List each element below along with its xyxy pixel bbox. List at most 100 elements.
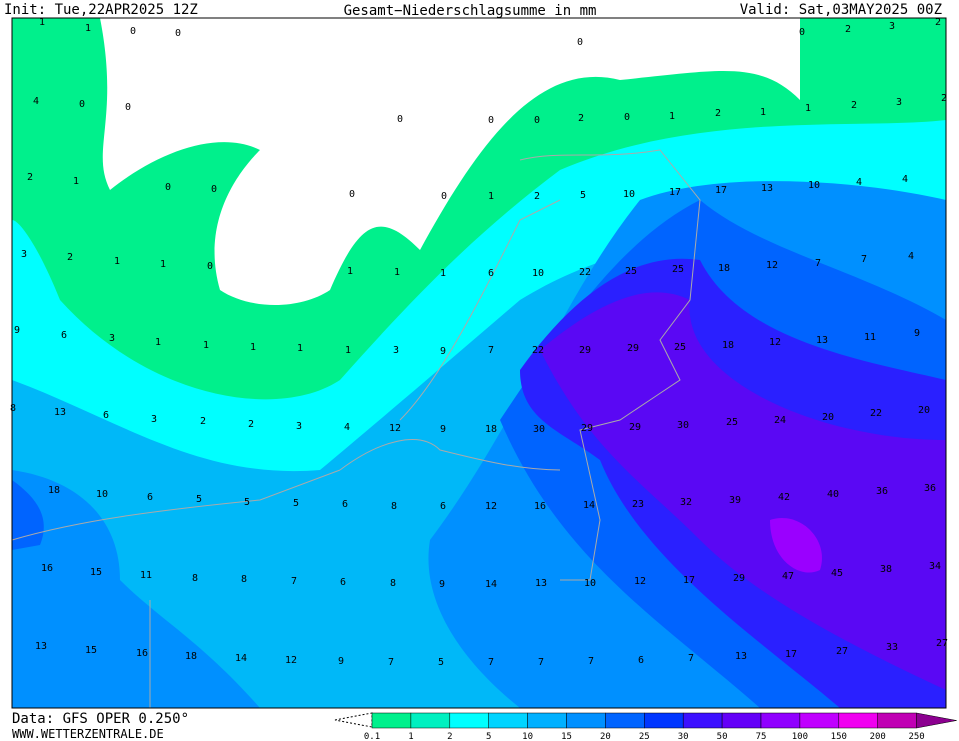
grid-value: 2 [941,93,947,104]
legend-swatch [682,712,723,729]
grid-value: 25 [726,417,738,428]
legend-swatch [838,712,878,729]
grid-value: 20 [918,405,930,416]
legend-label: 100 [792,732,808,741]
grid-value: 4 [902,174,908,185]
grid-value: 40 [827,489,839,500]
init-time: Init: Tue,22APR2025 12Z [4,2,198,18]
grid-value: 0 [175,28,181,39]
grid-values: 11 0 000 2 3 24 0 00 0 0 2 0 1 2 1 1 2 3 22 10 0 0 0 1 2 5 10 17 17 1… [10,17,948,668]
grid-value: 2 [67,252,73,263]
grid-value: 9 [914,328,920,339]
grid-value: 0 [397,114,403,125]
grid-value: 10 [584,578,596,589]
grid-value: 0 [624,112,630,123]
grid-value: 17 [785,649,797,660]
grid-value: 29 [629,422,641,433]
grid-value: 36 [924,483,936,494]
grid-value: 30 [677,420,689,431]
grid-value: 17 [715,185,727,196]
grid-value: 15 [85,645,97,656]
grid-value: 12 [285,655,297,666]
grid-value: 7 [488,345,494,356]
grid-value: 25 [674,342,686,353]
grid-value: 10 [808,180,820,191]
grid-value: 10 [96,489,108,500]
precip-field [12,18,946,708]
grid-value: 8 [390,578,396,589]
borders [11,149,701,708]
grid-value: 14 [583,500,595,511]
legend: 0.1 1 2 5 10 15 20 25 30 50 75 100 150 200 250 [364,712,957,741]
grid-value: 5 [438,657,444,668]
legend-label: 10 [522,732,533,741]
legend-label: 20 [600,732,611,741]
grid-value: 17 [669,187,681,198]
legend-label: 5 [486,732,491,741]
grid-value: 7 [588,656,594,667]
grid-value: 4 [908,251,914,262]
grid-value: 7 [538,657,544,668]
legend-label: 25 [639,732,650,741]
grid-value: 13 [761,183,773,194]
grid-value: 2 [935,17,941,28]
grid-value: 6 [61,330,67,341]
grid-value: 12 [769,337,781,348]
grid-value: 10 [623,189,635,200]
legend-label: 0.1 [364,732,380,741]
grid-value: 3 [109,333,115,344]
grid-value: 1 [488,191,494,202]
grid-value: 7 [388,657,394,668]
grid-value: 7 [291,576,297,587]
grid-value: 13 [735,651,747,662]
grid-value: 3 [889,21,895,32]
grid-value: 1 [394,267,400,278]
grid-value: 9 [338,656,344,667]
grid-value: 13 [35,641,47,652]
grid-value: 1 [160,259,166,270]
grid-value: 22 [532,345,544,356]
grid-value: 7 [488,657,494,668]
legend-swatch [760,712,801,729]
grid-value: 2 [845,24,851,35]
grid-value: 0 [577,37,583,48]
legend-swatch [527,712,567,729]
legend-swatch [877,712,917,729]
grid-value: 12 [389,423,401,434]
legend-swatch [566,712,606,729]
grid-value: 0 [799,27,805,38]
grid-value: 0 [207,261,213,272]
grid-value: 1 [73,176,79,187]
grid-value: 9 [439,579,445,590]
grid-value: 7 [688,653,694,664]
grid-value: 7 [861,254,867,265]
grid-value: 4 [344,422,350,433]
grid-value: 2 [200,416,206,427]
grid-value: 6 [440,501,446,512]
grid-value: 1 [155,337,161,348]
grid-value: 12 [634,576,646,587]
grid-value: 9 [440,346,446,357]
legend-swatch [799,712,840,729]
grid-value: 1 [250,342,256,353]
grid-value: 0 [488,115,494,126]
grid-value: 1 [345,345,351,356]
legend-label: 150 [831,732,847,741]
grid-value: 3 [896,97,902,108]
legend-label: 1 [408,732,413,741]
map-title: Gesamt−Niederschlagsumme in mm [344,3,597,19]
grid-value: 0 [349,189,355,200]
legend-label: 2 [447,732,452,741]
legend-label: 50 [717,732,728,741]
grid-value: 18 [722,340,734,351]
grid-value: 9 [440,424,446,435]
grid-value: 12 [766,260,778,271]
grid-value: 24 [774,415,786,426]
grid-value: 2 [715,108,721,119]
grid-value: 11 [864,332,876,343]
grid-value: 18 [185,651,197,662]
grid-value: 6 [147,492,153,503]
grid-value: 18 [48,485,60,496]
grid-value: 1 [347,266,353,277]
